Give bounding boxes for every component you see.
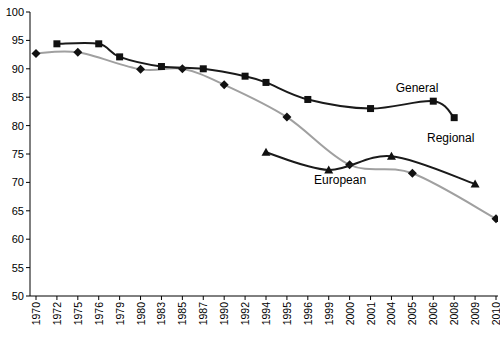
x-tick-label: 1983 xyxy=(155,302,167,326)
x-tick-label: 1996 xyxy=(302,302,314,326)
x-tick xyxy=(286,296,287,300)
x-tick xyxy=(433,296,434,300)
data-point xyxy=(73,48,82,57)
data-point xyxy=(263,79,270,86)
y-tick-label: 70 xyxy=(12,176,24,188)
x-tick xyxy=(119,296,120,300)
data-point xyxy=(492,214,499,223)
y-tick xyxy=(26,210,30,211)
y-tick-label: 85 xyxy=(12,91,24,103)
data-point xyxy=(304,96,311,103)
y-tick xyxy=(26,296,30,297)
x-tick xyxy=(328,296,329,300)
x-tick xyxy=(56,296,57,300)
x-tick xyxy=(370,296,371,300)
x-tick-label: 1990 xyxy=(218,302,230,326)
x-tick xyxy=(454,296,455,300)
x-tick xyxy=(36,296,37,300)
data-point xyxy=(200,65,207,72)
y-tick-label: 100 xyxy=(6,6,24,18)
x-tick-label: 1995 xyxy=(281,302,293,326)
x-tick-label: 1994 xyxy=(260,302,272,326)
x-tick-label: 1999 xyxy=(323,302,335,326)
data-point xyxy=(220,80,229,89)
x-tick xyxy=(349,296,350,300)
x-tick xyxy=(98,296,99,300)
y-tick-label: 95 xyxy=(12,34,24,46)
data-point xyxy=(367,105,374,112)
data-point xyxy=(32,49,41,58)
data-point xyxy=(158,63,165,70)
y-tick xyxy=(26,267,30,268)
x-tick-label: 1975 xyxy=(72,302,84,326)
x-tick-label: 2010 xyxy=(490,302,500,326)
data-point xyxy=(262,148,271,156)
x-tick xyxy=(245,296,246,300)
plot-area xyxy=(32,40,499,223)
data-point xyxy=(95,40,102,47)
x-tick-label: 2001 xyxy=(365,302,377,326)
x-axis xyxy=(30,296,498,297)
y-tick-label: 50 xyxy=(12,290,24,302)
x-tick-label: 1987 xyxy=(197,302,209,326)
data-point xyxy=(408,169,417,178)
data-point xyxy=(451,114,458,121)
x-tick xyxy=(140,296,141,300)
y-tick-label: 65 xyxy=(12,205,24,217)
data-point xyxy=(136,65,145,74)
y-tick-label: 75 xyxy=(12,148,24,160)
x-tick-label: 2005 xyxy=(406,302,418,326)
x-tick xyxy=(266,296,267,300)
x-tick xyxy=(412,296,413,300)
x-tick-label: 1980 xyxy=(135,302,147,326)
data-point xyxy=(116,53,123,60)
x-tick xyxy=(307,296,308,300)
y-tick-label: 90 xyxy=(12,63,24,75)
y-tick xyxy=(26,239,30,240)
y-tick xyxy=(26,40,30,41)
y-tick xyxy=(26,12,30,13)
x-tick xyxy=(496,296,497,300)
data-point xyxy=(242,73,249,80)
x-tick xyxy=(391,296,392,300)
y-tick-label: 80 xyxy=(12,120,24,132)
y-tick xyxy=(26,125,30,126)
x-tick-label: 1979 xyxy=(114,302,126,326)
x-tick-label: 1976 xyxy=(93,302,105,326)
series-label: European xyxy=(314,173,366,187)
data-point xyxy=(53,40,60,47)
x-tick-label: 1972 xyxy=(51,302,63,326)
x-tick-label: 2008 xyxy=(448,302,460,326)
x-tick-label: 1985 xyxy=(176,302,188,326)
y-tick xyxy=(26,182,30,183)
series-line xyxy=(57,43,454,118)
x-tick xyxy=(475,296,476,300)
x-tick xyxy=(161,296,162,300)
x-tick-label: 2009 xyxy=(469,302,481,326)
x-tick xyxy=(203,296,204,300)
x-tick xyxy=(182,296,183,300)
data-point xyxy=(387,152,396,160)
x-tick xyxy=(77,296,78,300)
series-label: General xyxy=(396,81,439,95)
y-tick xyxy=(26,68,30,69)
x-tick-label: 2006 xyxy=(427,302,439,326)
data-point xyxy=(430,98,437,105)
y-tick-label: 60 xyxy=(12,233,24,245)
series-label: Regional xyxy=(427,131,474,145)
chart: 50 55 60 65 70 75 80 85 90 95 100 1970 1972 1975 1976 1… xyxy=(0,0,500,355)
data-point xyxy=(471,180,480,188)
x-tick-label: 1992 xyxy=(239,302,251,326)
data-point xyxy=(282,113,291,122)
x-tick-label: 2004 xyxy=(385,302,397,326)
series-line xyxy=(266,152,475,184)
y-tick xyxy=(26,97,30,98)
chart-container: 50 55 60 65 70 75 80 85 90 95 100 1970 1972 1975 1976 1… xyxy=(0,0,500,355)
y-tick xyxy=(26,154,30,155)
series-line xyxy=(36,51,496,218)
x-tick-label: 1970 xyxy=(30,302,42,326)
x-tick-label: 2000 xyxy=(344,302,356,326)
x-tick xyxy=(224,296,225,300)
y-tick-label: 55 xyxy=(12,262,24,274)
